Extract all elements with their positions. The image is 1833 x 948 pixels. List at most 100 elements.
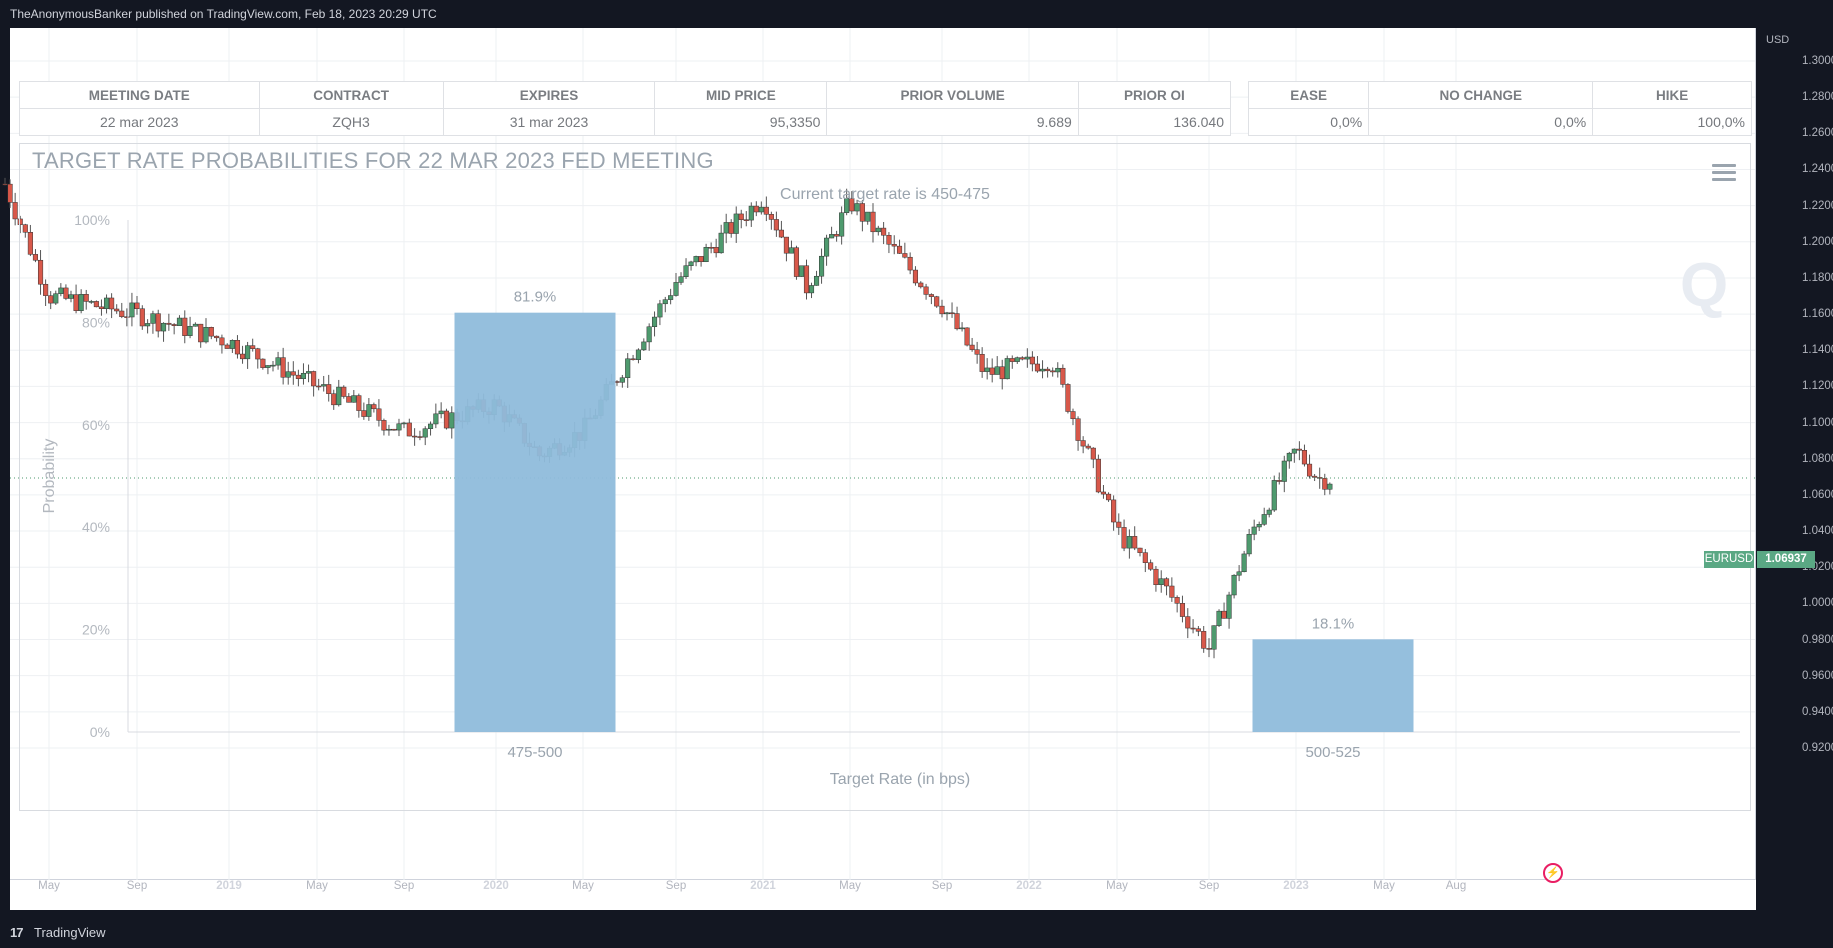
candle — [1179, 595, 1186, 623]
candle — [875, 225, 881, 236]
meeting-info-table: MEETING DATE CONTRACT EXPIRES MID PRICE … — [19, 81, 1232, 136]
candle — [1291, 448, 1297, 463]
candle — [290, 361, 296, 385]
candle — [718, 224, 724, 254]
price-axis-label: 1.10000 — [1802, 416, 1833, 429]
candle — [907, 252, 913, 275]
candle — [114, 304, 120, 314]
candle — [109, 293, 115, 319]
time-axis-label: 2022 — [1016, 880, 1042, 892]
candle — [743, 211, 749, 227]
time-axis-label: Sep — [393, 880, 415, 892]
value-prior-oi: 136.040 — [1077, 108, 1232, 136]
candle — [224, 343, 230, 349]
candle — [73, 284, 79, 314]
candle — [1221, 602, 1227, 619]
candle — [331, 389, 337, 410]
candle — [1246, 528, 1252, 557]
candle — [124, 308, 130, 327]
candle — [1137, 547, 1143, 557]
value-hike: 100,0% — [1592, 108, 1752, 136]
candle — [321, 375, 327, 392]
candle — [1116, 513, 1122, 535]
candle — [438, 402, 444, 419]
candle — [1050, 367, 1056, 377]
candle — [155, 309, 161, 338]
candle — [1045, 366, 1051, 378]
candle — [412, 428, 418, 446]
header-prior-oi: PRIOR OI — [1077, 81, 1232, 109]
time-axis-label: May — [1373, 880, 1395, 892]
candle — [406, 418, 412, 437]
candle — [1158, 570, 1164, 593]
chart-frame — [10, 28, 1756, 910]
price-axis-label: 1.08000 — [1802, 452, 1833, 465]
header-meeting-date: MEETING DATE — [19, 81, 260, 109]
candle — [896, 239, 903, 254]
candle — [1236, 565, 1242, 582]
candle — [1070, 408, 1076, 426]
candle — [316, 378, 322, 391]
price-axis-label: 1.14000 — [1802, 344, 1833, 357]
candle — [48, 291, 54, 310]
candle — [1251, 519, 1257, 541]
tradingview-brand[interactable]: TradingView — [34, 925, 106, 940]
lightning-icon[interactable]: ⚡ — [1543, 863, 1563, 883]
candle — [311, 370, 317, 397]
candle — [145, 319, 151, 334]
hamburger-menu-icon[interactable] — [1712, 164, 1736, 182]
candle — [166, 313, 172, 331]
candle — [98, 299, 105, 316]
candle — [902, 242, 908, 259]
candle — [1301, 444, 1308, 467]
price-axis-label: 1.12000 — [1802, 380, 1833, 393]
candle — [234, 335, 241, 359]
candle — [912, 266, 919, 286]
candle — [208, 326, 214, 340]
candle — [753, 201, 759, 217]
candle — [854, 199, 860, 216]
candle — [728, 219, 734, 238]
candle — [336, 379, 342, 407]
time-axis-label: May — [1106, 880, 1128, 892]
candle — [870, 203, 876, 243]
probability-panel — [19, 143, 1751, 811]
candle — [1190, 619, 1196, 634]
candle — [748, 202, 754, 227]
candle — [668, 288, 674, 305]
candle — [773, 211, 779, 237]
time-axis-label: Aug — [1445, 880, 1467, 892]
candle — [391, 428, 397, 431]
time-axis-label: Sep — [126, 880, 148, 892]
candle — [1231, 574, 1237, 599]
price-axis-label: 1.26000 — [1802, 127, 1833, 140]
chart-area[interactable] — [10, 28, 1756, 880]
candle — [22, 223, 28, 238]
candle — [918, 281, 924, 289]
price-axis-label: 1.18000 — [1802, 271, 1833, 284]
tradingview-logo-icon[interactable]: 17 — [10, 925, 24, 940]
candle — [260, 358, 266, 370]
value-prior-volume: 9.689 — [826, 108, 1079, 136]
value-expires: 31 mar 2023 — [442, 108, 656, 136]
candle — [1266, 507, 1272, 518]
footer-bar: 17 TradingView — [0, 918, 1833, 948]
candle — [1105, 492, 1112, 502]
candle — [1211, 625, 1217, 659]
candle — [768, 211, 774, 230]
price-axis-label: 1.16000 — [1802, 308, 1833, 321]
time-axis[interactable]: May Sep 2019 May Sep 2020 May Sep 2021 May Sep 2022… — [10, 880, 1756, 910]
price-axis-unit: USD — [1766, 34, 1790, 46]
time-axis-label: Sep — [665, 880, 687, 892]
last-price-tag: 1.06937 — [1757, 551, 1815, 568]
candle — [999, 359, 1005, 390]
candle — [386, 424, 392, 436]
candle — [78, 289, 84, 314]
candle — [703, 243, 709, 263]
candle — [295, 369, 301, 387]
candle — [1148, 559, 1154, 571]
candle — [974, 341, 980, 364]
candle — [88, 299, 94, 304]
candle — [1132, 526, 1138, 551]
probability-header-row: EASE NO CHANGE HIKE — [1247, 81, 1752, 109]
